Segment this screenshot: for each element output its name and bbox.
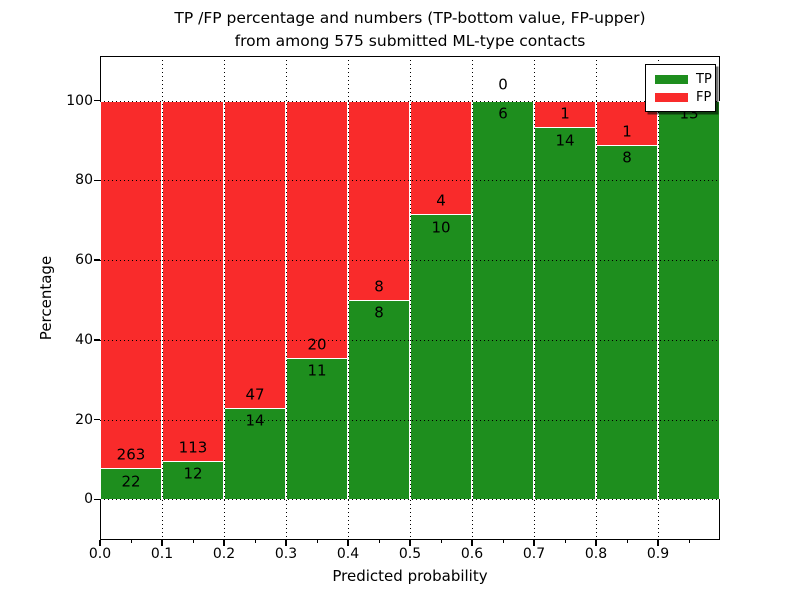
x-gridline — [410, 56, 411, 540]
bar-segment-tp-0 — [100, 468, 162, 500]
tp-count-label: 11 — [307, 361, 327, 380]
legend-item-tp: TP — [655, 70, 715, 88]
x-minor-tick — [254, 540, 256, 543]
x-tick — [409, 540, 411, 546]
bar-segment-fp-3 — [286, 100, 348, 358]
y-tick-label: 80 — [75, 172, 93, 189]
x-tick — [595, 540, 597, 546]
y-tick — [94, 339, 100, 341]
y-tick-label: 0 — [84, 491, 93, 508]
x-tick-label: 0.2 — [212, 546, 236, 562]
x-tick-label: 0.3 — [274, 546, 298, 562]
x-tick-label: 0.6 — [460, 546, 484, 562]
fp-count-label: 113 — [178, 438, 208, 457]
y-tick-label: 100 — [66, 92, 93, 109]
bar-segment-tp-2 — [224, 407, 286, 500]
x-tick-label: 0.1 — [150, 546, 174, 562]
tp-count-label: 14 — [245, 411, 265, 430]
x-tick — [161, 540, 163, 546]
bar-segment-tp-9 — [658, 100, 720, 500]
y-tick — [94, 418, 100, 421]
x-gridline — [534, 56, 535, 540]
y-tick — [94, 259, 100, 261]
x-minor-tick — [626, 540, 628, 543]
x-tick-label: 0.9 — [646, 546, 670, 562]
x-tick-label: 0.5 — [398, 546, 422, 562]
x-tick-label: 0.7 — [522, 546, 546, 562]
fp-count-label: 0 — [498, 75, 508, 93]
bar-segment-fp-4 — [348, 100, 410, 300]
bar-segment-tp-5 — [410, 214, 472, 500]
legend-label: FP — [696, 89, 712, 105]
chart-title: TP /FP percentage and numbers (TP-bottom… — [100, 7, 720, 52]
tp-count-label: 8 — [622, 148, 632, 167]
x-minor-tick — [192, 540, 194, 543]
bar-segment-fp-1 — [162, 100, 224, 461]
legend-swatch-tp — [655, 74, 688, 84]
bar-segment-tp-6 — [472, 100, 534, 500]
x-gridline — [596, 56, 597, 540]
x-tick — [223, 540, 225, 546]
x-gridline — [162, 56, 163, 540]
x-tick — [533, 540, 535, 546]
bar-segment-tp-8 — [596, 144, 658, 500]
fp-count-label: 47 — [245, 385, 265, 404]
x-minor-tick — [378, 540, 380, 543]
x-tick — [99, 540, 101, 546]
x-gridline — [658, 56, 659, 540]
x-minor-tick — [502, 540, 504, 543]
legend-label: TP — [696, 71, 712, 87]
y-tick-label: 60 — [75, 252, 93, 268]
fp-count-label: 1 — [560, 104, 570, 123]
tp-count-label: 6 — [498, 104, 508, 123]
x-minor-tick — [688, 540, 690, 543]
x-minor-tick — [440, 540, 442, 543]
y-axis-label: Percentage — [37, 255, 55, 341]
x-gridline — [472, 56, 473, 540]
tp-count-label: 22 — [121, 472, 141, 491]
tp-count-label: 8 — [374, 303, 384, 322]
x-tick — [471, 540, 473, 546]
bar-segment-tp-7 — [534, 127, 596, 500]
y-tick — [94, 99, 100, 102]
x-tick — [285, 540, 287, 546]
tp-count-label: 12 — [183, 464, 203, 483]
chart-title-line2: from among 575 submitted ML-type contact… — [234, 31, 586, 50]
x-tick — [347, 540, 349, 546]
x-minor-tick — [564, 540, 566, 543]
x-axis-label: Predicted probability — [332, 567, 488, 585]
x-minor-tick — [130, 540, 132, 543]
bar-segment-fp-0 — [100, 100, 162, 469]
tp-count-label: 10 — [431, 218, 451, 237]
x-tick — [657, 540, 659, 546]
bar-segment-tp-4 — [348, 299, 410, 500]
fp-count-label: 20 — [307, 335, 327, 354]
tp-count-label: 14 — [555, 131, 575, 150]
y-tick — [94, 179, 100, 181]
legend-item-fp: FP — [655, 88, 715, 106]
legend: TP FP — [645, 64, 716, 112]
fp-count-label: 1 — [622, 122, 632, 141]
fp-count-label: 8 — [374, 277, 384, 296]
x-gridline — [348, 56, 349, 540]
x-gridline — [224, 56, 225, 540]
fp-count-label: 263 — [116, 445, 146, 464]
y-tick — [94, 498, 100, 500]
fp-count-label: 4 — [436, 191, 446, 210]
x-tick-label: 0.0 — [88, 546, 112, 562]
y-tick-label: 40 — [75, 331, 93, 348]
bar-segment-fp-2 — [224, 100, 286, 408]
legend-swatch-fp — [655, 92, 688, 102]
x-minor-tick — [316, 540, 318, 543]
x-tick-label: 0.4 — [336, 546, 360, 562]
chart-title-line1: TP /FP percentage and numbers (TP-bottom… — [174, 9, 646, 27]
x-tick-label: 0.8 — [584, 546, 608, 562]
y-tick-label: 20 — [75, 411, 93, 428]
bar-segment-tp-1 — [162, 460, 224, 500]
x-gridline — [286, 56, 287, 540]
